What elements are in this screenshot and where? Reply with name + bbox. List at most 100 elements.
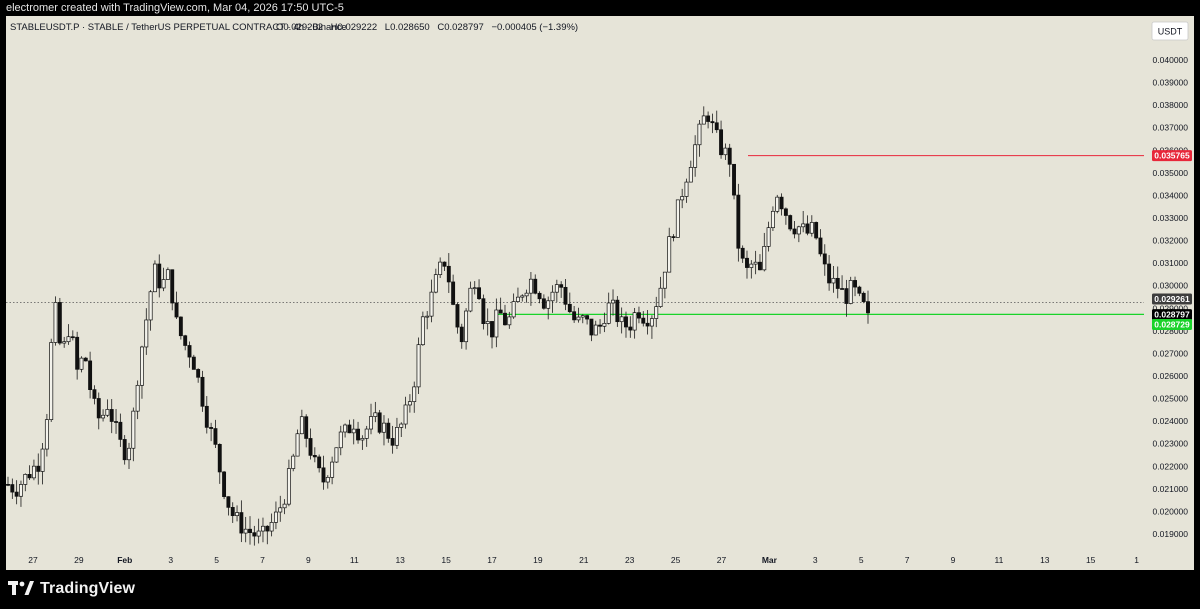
candle-down[interactable] (230, 507, 235, 517)
candle-down[interactable] (706, 115, 711, 122)
candle-down[interactable] (745, 257, 749, 268)
candle-up[interactable] (273, 511, 278, 523)
candle-up[interactable] (658, 287, 663, 307)
candle-up[interactable] (131, 410, 136, 449)
candle-down[interactable] (541, 298, 546, 309)
candle-up[interactable] (382, 422, 386, 433)
candle-up[interactable] (79, 357, 84, 370)
candle-up[interactable] (775, 196, 780, 212)
candle-down[interactable] (779, 196, 784, 210)
candle-up[interactable] (394, 427, 399, 446)
candle-up[interactable] (19, 484, 23, 497)
candle-down[interactable] (122, 439, 127, 461)
candle-up[interactable] (23, 474, 28, 485)
candle-down[interactable] (57, 302, 62, 344)
candle-down[interactable] (96, 398, 101, 419)
candle-down[interactable] (572, 311, 577, 321)
candle-down[interactable] (563, 286, 568, 305)
candle-up[interactable] (593, 324, 598, 336)
candle-up[interactable] (31, 465, 36, 479)
candle-down[interactable] (624, 316, 628, 328)
candle-down[interactable] (222, 471, 227, 497)
candle-up[interactable] (494, 309, 499, 338)
candle-up[interactable] (40, 448, 45, 472)
candle-down[interactable] (239, 512, 244, 534)
candle-up[interactable] (762, 246, 767, 271)
candle-up[interactable] (632, 312, 637, 331)
currency-box[interactable] (1151, 21, 1189, 41)
candle-up[interactable] (49, 342, 54, 420)
candle-down[interactable] (70, 336, 75, 339)
candle-up[interactable] (701, 115, 706, 125)
candle-up[interactable] (373, 412, 378, 417)
candle-down[interactable] (714, 122, 719, 131)
candle-up[interactable] (688, 167, 693, 183)
candle-down[interactable] (114, 421, 118, 423)
candle-down[interactable] (598, 324, 603, 327)
candle-down[interactable] (559, 284, 564, 288)
candle-down[interactable] (109, 409, 114, 422)
candle-up[interactable] (44, 419, 49, 450)
candle-down[interactable] (822, 253, 827, 265)
candle-down[interactable] (835, 277, 840, 289)
candle-down[interactable] (6, 483, 10, 486)
candle-up[interactable] (101, 414, 106, 419)
candle-down[interactable] (827, 263, 832, 284)
candle-up[interactable] (299, 416, 304, 435)
candle-down[interactable] (92, 389, 97, 399)
candle-down[interactable] (736, 194, 741, 249)
candle-up[interactable] (165, 269, 170, 280)
candle-down[interactable] (191, 356, 196, 370)
candle-up[interactable] (684, 181, 689, 197)
candle-down[interactable] (805, 223, 810, 234)
candle-up[interactable] (675, 199, 680, 238)
candle-down[interactable] (321, 467, 326, 483)
candle-down[interactable] (157, 263, 162, 289)
candle-down[interactable] (641, 317, 646, 324)
candle-down[interactable] (347, 424, 352, 434)
candle-up[interactable] (524, 292, 529, 297)
candle-up[interactable] (53, 302, 58, 343)
candle-up[interactable] (472, 287, 477, 290)
candle-up[interactable] (546, 300, 551, 309)
candle-up[interactable] (520, 295, 525, 298)
candle-down[interactable] (758, 261, 762, 271)
candle-down[interactable] (498, 309, 503, 314)
candle-up[interactable] (654, 306, 659, 319)
candle-down[interactable] (814, 222, 819, 239)
candle-up[interactable] (693, 144, 698, 168)
candle-up[interactable] (619, 316, 624, 323)
candle-up[interactable] (766, 227, 771, 247)
candle-down[interactable] (248, 528, 252, 534)
candle-down[interactable] (265, 525, 270, 532)
candle-up[interactable] (330, 461, 335, 478)
candle-down[interactable] (853, 280, 857, 288)
candle-up[interactable] (507, 316, 512, 326)
candle-up[interactable] (680, 196, 685, 201)
candle-down[interactable] (183, 335, 188, 346)
candle-up[interactable] (127, 447, 131, 461)
candle-up[interactable] (662, 271, 667, 289)
candle-up[interactable] (485, 321, 490, 324)
candle-up[interactable] (403, 404, 408, 425)
candle-up[interactable] (580, 315, 585, 318)
candle-down[interactable] (390, 438, 395, 446)
candle-up[interactable] (550, 291, 555, 302)
candle-down[interactable] (27, 474, 32, 479)
candle-down[interactable] (88, 360, 93, 390)
candle-up[interactable] (770, 210, 775, 229)
candle-up[interactable] (515, 296, 520, 302)
candle-up[interactable] (606, 302, 611, 324)
candle-up[interactable] (649, 318, 654, 327)
candle-down[interactable] (213, 428, 218, 445)
candle-up[interactable] (667, 236, 672, 273)
candle-up[interactable] (343, 424, 348, 433)
candle-down[interactable] (36, 465, 41, 472)
candle-up[interactable] (256, 530, 261, 537)
candle-down[interactable] (10, 484, 15, 493)
candle-down[interactable] (451, 281, 456, 305)
candle-up[interactable] (278, 507, 283, 513)
candle-down[interactable] (118, 421, 123, 440)
candle-down[interactable] (204, 405, 209, 428)
candle-up[interactable] (438, 261, 443, 276)
